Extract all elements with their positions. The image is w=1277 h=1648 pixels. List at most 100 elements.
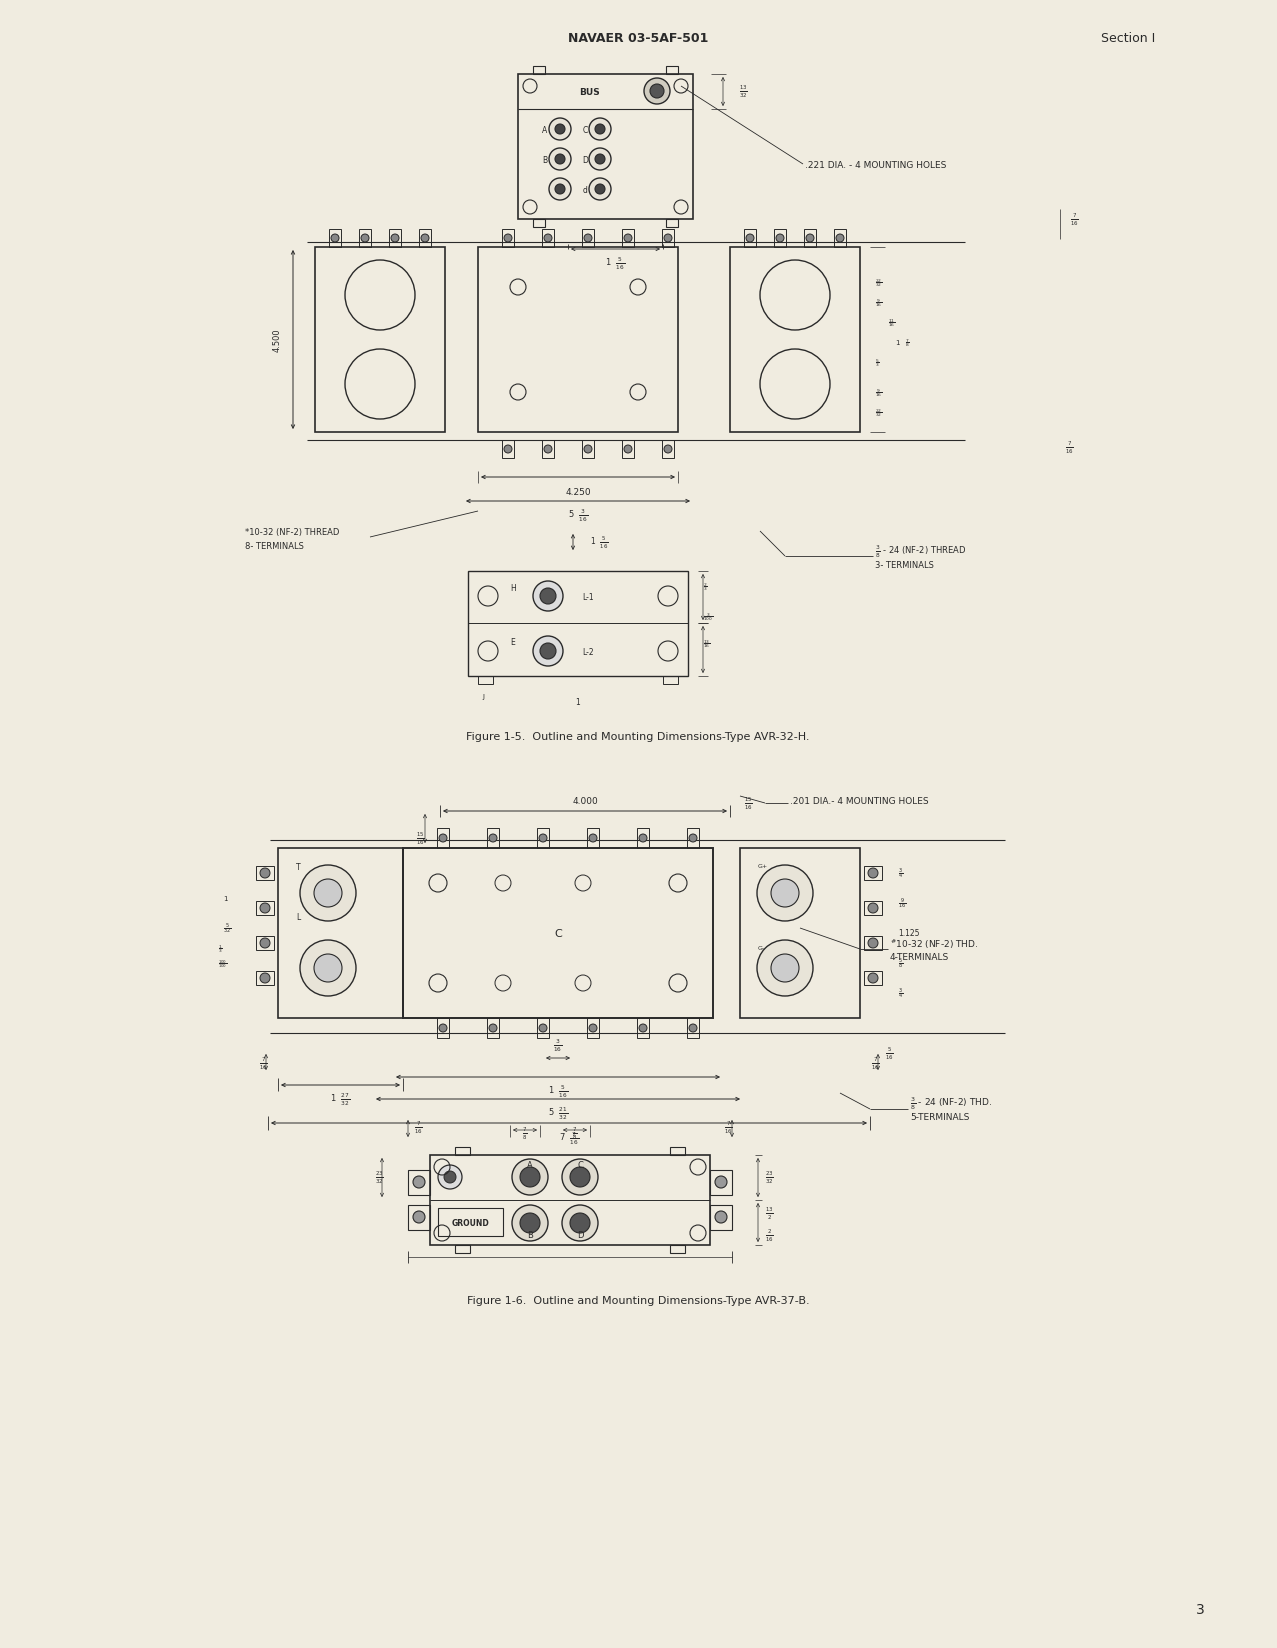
Text: C: C [554,928,562,938]
Bar [329,229,341,247]
Bar [487,1018,499,1038]
Text: $\frac{7}{16}$: $\frac{7}{16}$ [1070,213,1079,227]
Circle shape [504,236,512,242]
Circle shape [715,1177,727,1188]
Text: NAVAER 03-5AF-501: NAVAER 03-5AF-501 [568,31,709,44]
Text: Figure 1-6.  Outline and Mounting Dimensions-Type AVR-37-B.: Figure 1-6. Outline and Mounting Dimensi… [466,1295,810,1305]
Text: $\frac{9}{16}$: $\frac{9}{16}$ [875,387,882,399]
Text: $\frac{5}{32}$: $\frac{5}{32}$ [223,921,231,936]
Circle shape [504,445,512,453]
Circle shape [539,1025,547,1032]
Text: BUS: BUS [580,87,600,97]
Text: L: L [296,911,300,921]
Bar [404,849,713,1018]
Circle shape [624,236,632,242]
Text: 1: 1 [895,339,899,346]
Text: $\frac{9}{16}$: $\frac{9}{16}$ [875,297,882,308]
Bar [487,829,499,849]
Bar [407,1205,430,1231]
Text: $\frac{3}{8}$ - 24 (NF-2) THREAD: $\frac{3}{8}$ - 24 (NF-2) THREAD [875,544,967,560]
Bar [661,229,674,247]
Circle shape [444,1172,456,1183]
Text: L-1: L-1 [582,592,594,602]
Text: 1  $\frac{5}{16}$: 1 $\frac{5}{16}$ [605,255,624,272]
Text: 1: 1 [223,895,227,901]
Text: $\frac{7}{16}$: $\frac{7}{16}$ [259,1055,267,1071]
Text: .221 DIA. - 4 MOUNTING HOLES: .221 DIA. - 4 MOUNTING HOLES [805,160,946,170]
Circle shape [412,1211,425,1223]
Circle shape [512,1205,548,1241]
Bar [587,1018,599,1038]
Bar [865,936,882,951]
Text: $\frac{100}{100}$: $\frac{100}{100}$ [218,957,227,969]
Circle shape [757,941,813,997]
Bar [455,1246,470,1252]
Bar [278,849,404,1018]
Text: $\frac{7}{8}$: $\frac{7}{8}$ [522,1126,527,1142]
Text: D: D [577,1231,584,1239]
Text: $\frac{3}{4}$: $\frac{3}{4}$ [898,986,903,1000]
Text: *10-32 (NF-2) THREAD: *10-32 (NF-2) THREAD [245,527,340,536]
Text: $\frac{22}{32}$: $\frac{22}{32}$ [875,407,882,419]
Bar [667,219,678,227]
Circle shape [261,974,269,984]
Text: 1  $\frac{27}{32}$: 1 $\frac{27}{32}$ [331,1091,351,1107]
Text: G-: G- [759,946,765,951]
Circle shape [595,125,605,135]
Bar [419,229,432,247]
Circle shape [549,148,571,171]
Bar [478,677,493,684]
Bar [407,1170,430,1195]
Bar [805,229,816,247]
Bar [255,901,275,915]
Bar [455,1147,470,1155]
Circle shape [868,868,879,878]
Circle shape [261,938,269,949]
Bar [541,229,554,247]
Bar [389,229,401,247]
Text: $\frac{2}{16}$: $\frac{2}{16}$ [765,1228,774,1243]
Text: B: B [543,155,548,165]
Circle shape [540,588,555,605]
Circle shape [300,941,356,997]
Text: G+: G+ [759,864,769,868]
Bar [730,247,859,433]
Circle shape [533,582,563,611]
Bar [670,1246,684,1252]
Text: T: T [296,862,300,872]
Circle shape [715,1211,727,1223]
Circle shape [361,236,369,242]
Bar [478,247,678,433]
Circle shape [489,1025,497,1032]
Text: C: C [577,1160,582,1170]
Circle shape [261,903,269,913]
Bar [865,901,882,915]
Circle shape [570,1213,590,1233]
Text: $\frac{13}{32}$: $\frac{13}{32}$ [739,84,748,101]
Circle shape [540,644,555,659]
Circle shape [595,185,605,194]
Bar [687,829,699,849]
Bar [637,1018,649,1038]
Text: $\frac{3}{100}$: $\frac{3}{100}$ [704,611,714,623]
Text: Figure 1-5.  Outline and Mounting Dimensions-Type AVR-32-H.: Figure 1-5. Outline and Mounting Dimensi… [466,732,810,742]
Circle shape [314,954,342,982]
Bar [502,440,515,458]
Circle shape [638,1025,647,1032]
Bar [467,572,688,677]
Circle shape [746,236,753,242]
Bar [437,1018,450,1038]
Text: $\frac{5}{16}$: $\frac{5}{16}$ [885,1045,894,1061]
Text: 4.500: 4.500 [272,328,281,353]
Bar [359,229,372,247]
Bar [533,68,545,74]
Text: $\frac{9}{16}$: $\frac{9}{16}$ [898,897,907,911]
Circle shape [544,445,552,453]
Circle shape [868,938,879,949]
Text: B: B [527,1231,533,1239]
Bar [637,829,649,849]
Circle shape [549,180,571,201]
Circle shape [806,236,813,242]
Bar [255,867,275,880]
Circle shape [520,1213,540,1233]
